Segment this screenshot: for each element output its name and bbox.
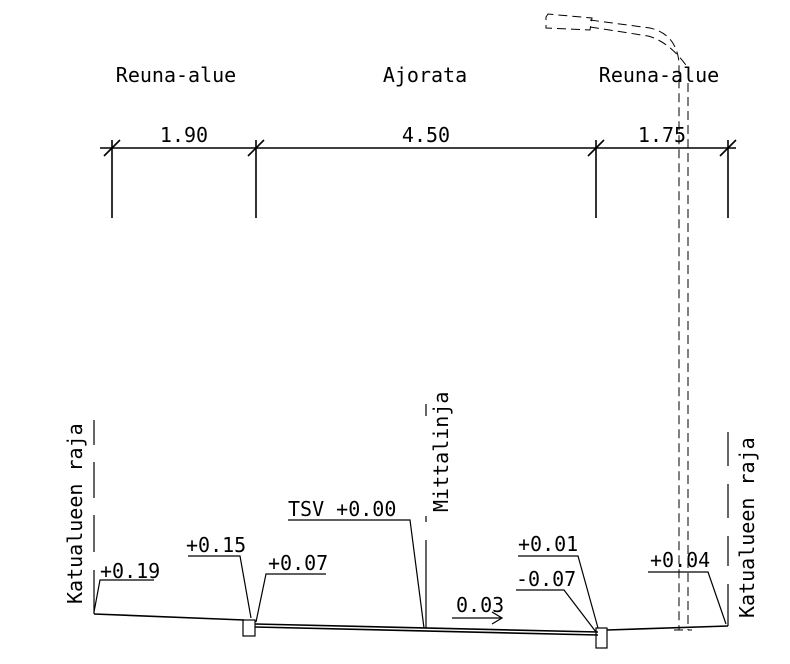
street-lamp-symbol [545, 13, 692, 631]
dimension-line [100, 139, 737, 218]
elevation-right-edge: +0.04 [650, 548, 710, 572]
dimension-value-left: 1.90 [160, 123, 208, 147]
dimension-value-right: 1.75 [638, 123, 686, 147]
elevation-tsv: TSV +0.00 [288, 497, 396, 521]
zone-label-middle: Ajorata [383, 63, 467, 87]
zone-label-left: Reuna-alue [116, 63, 236, 87]
dimension-value-middle: 4.50 [402, 123, 450, 147]
elevation-left-curb-top: +0.15 [186, 533, 246, 557]
boundary-label-right: Katualueen raja [735, 437, 759, 618]
left-curb [242, 619, 256, 637]
zone-label-right: Reuna-alue [599, 63, 719, 87]
road-profile [93, 613, 729, 649]
slope-arrow-icon [452, 611, 504, 625]
elevation-right-curb-top: +0.01 [518, 532, 578, 556]
elevation-right-curb-bottom: -0.07 [516, 567, 576, 591]
elevation-left-curb-bottom: +0.07 [268, 551, 328, 575]
right-curb [595, 627, 608, 649]
boundary-label-left: Katualueen raja [63, 423, 87, 604]
slope-value: 0.03 [456, 593, 504, 617]
survey-line-label: Mittalinja [429, 392, 453, 512]
elevation-left-edge: +0.19 [100, 559, 160, 583]
